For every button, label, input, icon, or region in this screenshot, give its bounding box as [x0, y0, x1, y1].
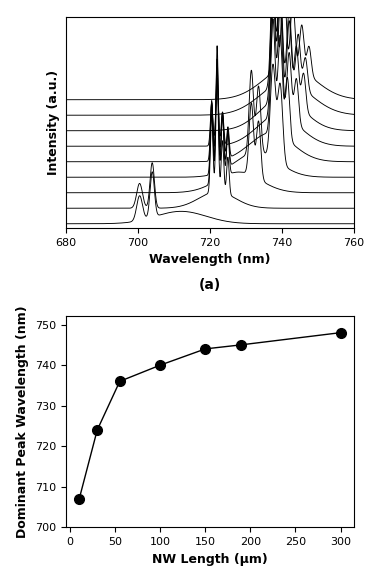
Y-axis label: Intensity (a.u.): Intensity (a.u.) — [47, 70, 60, 175]
Text: (a): (a) — [199, 278, 221, 293]
Y-axis label: Dominant Peak Wavelength (nm): Dominant Peak Wavelength (nm) — [16, 306, 29, 538]
X-axis label: Wavelength (nm): Wavelength (nm) — [149, 253, 270, 266]
X-axis label: NW Length (μm): NW Length (μm) — [152, 553, 268, 566]
